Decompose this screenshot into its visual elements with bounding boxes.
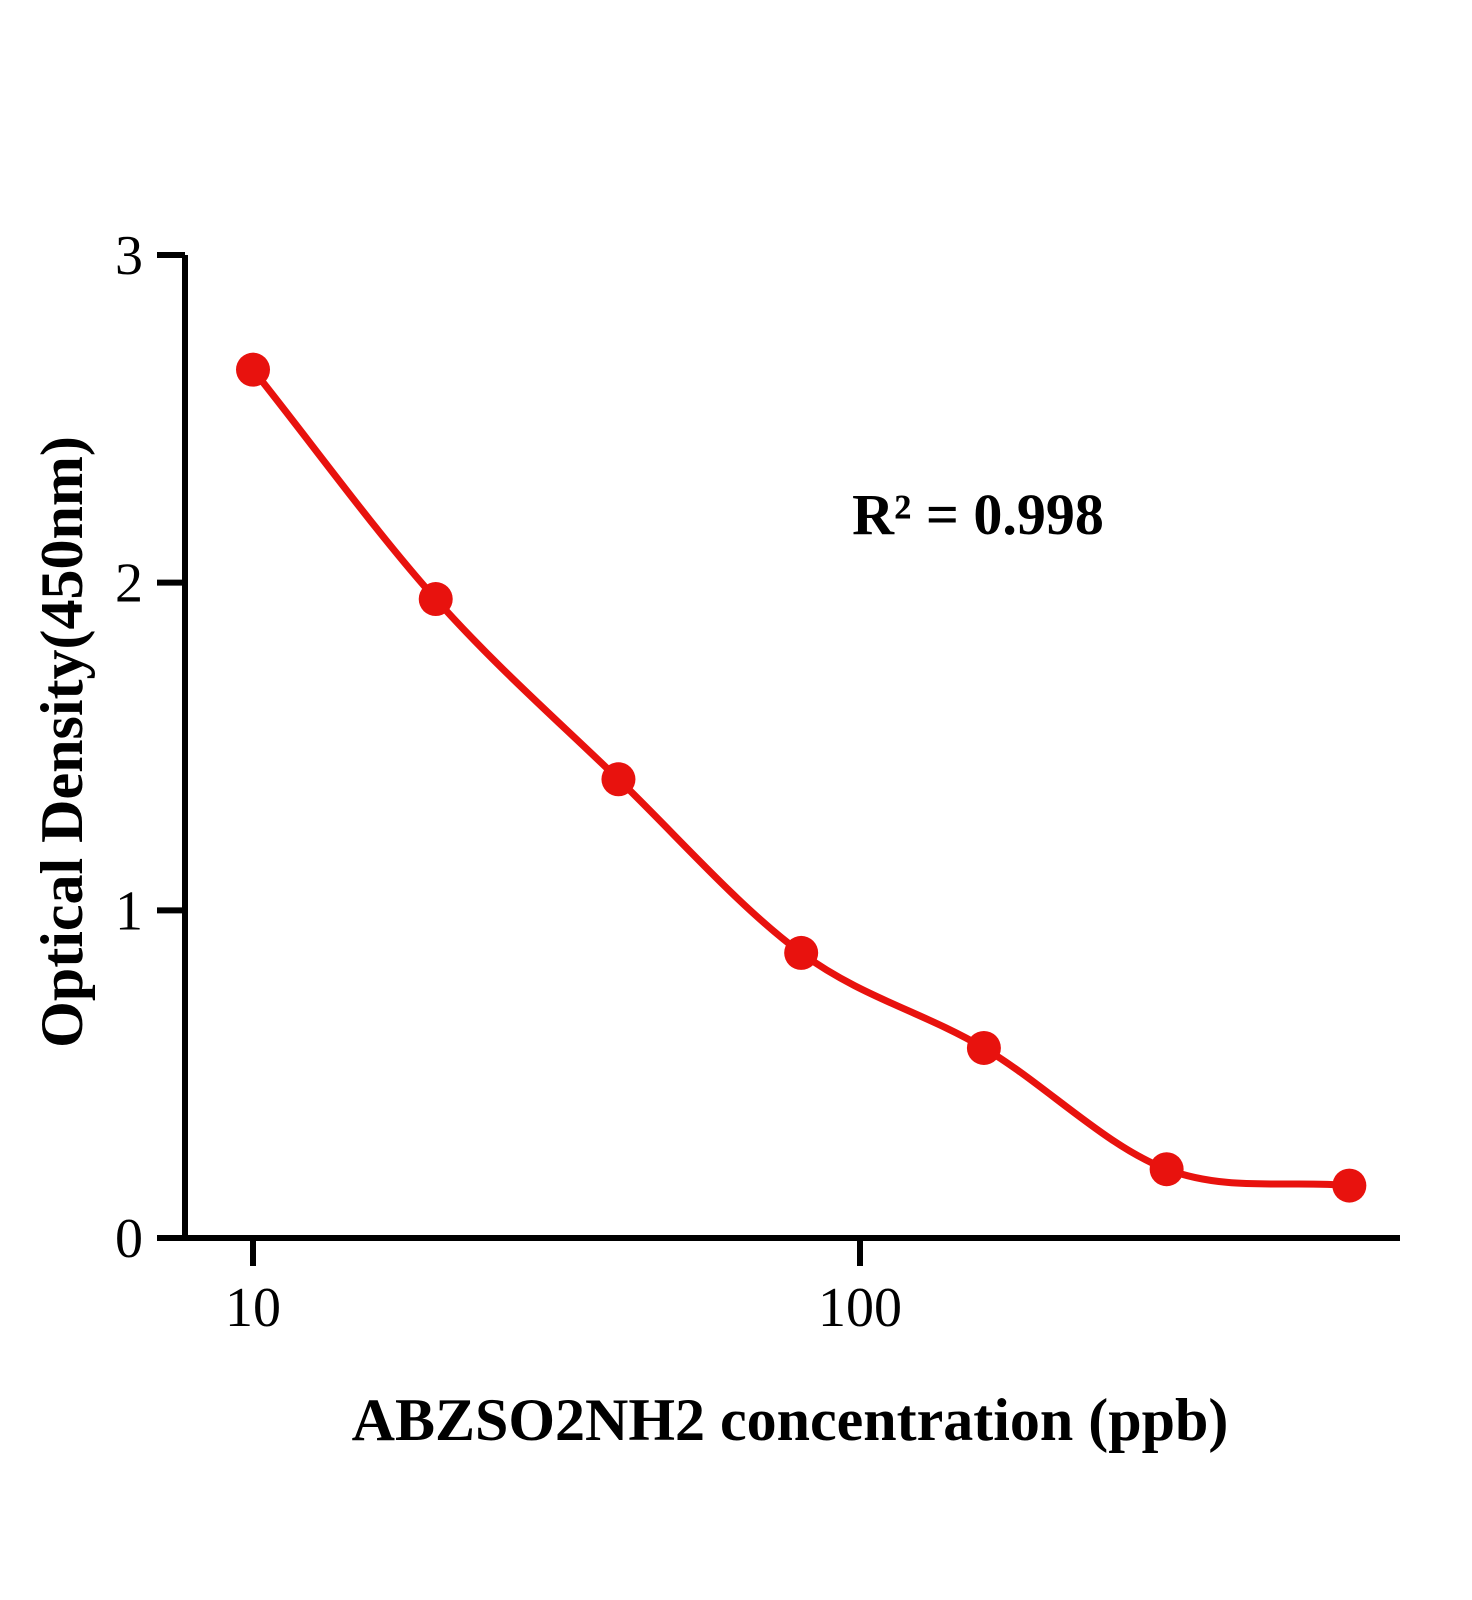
fit-curve <box>249 366 1353 1190</box>
y-tick-label: 1 <box>115 880 143 942</box>
data-point <box>1332 1168 1367 1203</box>
data-point <box>966 1030 1001 1065</box>
x-tick-label: 10 <box>225 1277 281 1339</box>
data-point <box>236 352 270 387</box>
x-tick-label: 100 <box>818 1277 902 1339</box>
y-tick-label: 2 <box>115 553 143 615</box>
x-axis-label: ABZSO2NH2 concentration (ppb) <box>351 1387 1229 1453</box>
data-point <box>1149 1152 1184 1187</box>
y-tick-label: 3 <box>115 225 143 287</box>
data-point <box>784 935 819 970</box>
y-tick-label: 0 <box>115 1208 143 1270</box>
data-point <box>601 762 636 797</box>
r-squared-annotation: R² = 0.998 <box>852 482 1104 547</box>
data-point <box>418 582 453 617</box>
